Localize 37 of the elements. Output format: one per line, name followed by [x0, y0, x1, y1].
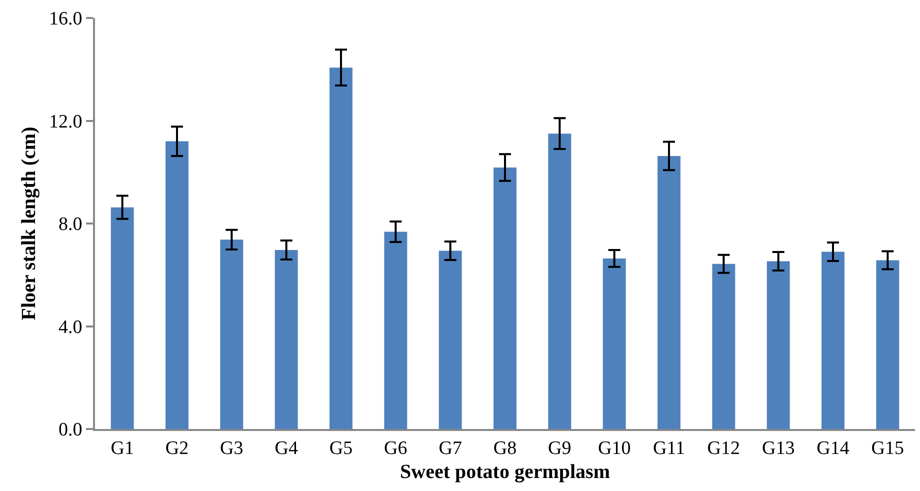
bar: [110, 207, 134, 429]
x-tick-label: G8: [493, 438, 517, 459]
bar: [494, 168, 516, 429]
x-tick-label: G5: [329, 438, 353, 459]
bar: [766, 261, 790, 429]
bar: [658, 156, 680, 429]
x-tick-label: G12: [707, 438, 740, 459]
x-tick-label: G10: [598, 438, 631, 459]
y-tick-label: 4.0: [58, 316, 82, 338]
bar: [438, 250, 462, 429]
bar: [220, 240, 244, 429]
bar: [822, 252, 844, 429]
bar: [712, 264, 736, 429]
bar: [548, 134, 572, 429]
x-axis-title: Sweet potato germplasm: [400, 460, 610, 483]
y-tick-label: 0.0: [58, 420, 82, 441]
x-tick-label: G15: [871, 438, 904, 459]
bar: [876, 260, 900, 429]
x-tick-label: G7: [438, 438, 462, 459]
x-tick-label: G9: [548, 438, 572, 459]
bar: [602, 258, 626, 429]
x-tick-label: G2: [165, 438, 189, 459]
bar: [384, 232, 408, 429]
bar: [166, 141, 188, 429]
x-tick-label: G14: [816, 438, 850, 459]
y-tick-label: 8.0: [58, 214, 82, 236]
bar: [330, 68, 352, 429]
x-tick-label: G13: [762, 438, 795, 459]
y-tick-label: 12.0: [48, 111, 82, 132]
x-tick-label: G4: [274, 438, 298, 459]
x-tick-label: G3: [220, 438, 244, 459]
x-tick-label: G1: [110, 438, 134, 459]
x-tick-label: G11: [652, 438, 686, 459]
x-tick-label: G6: [384, 438, 408, 459]
y-axis-title: Floer stalk length (cm): [18, 126, 40, 320]
y-tick-label: 16.0: [48, 8, 82, 30]
bar: [274, 250, 298, 429]
